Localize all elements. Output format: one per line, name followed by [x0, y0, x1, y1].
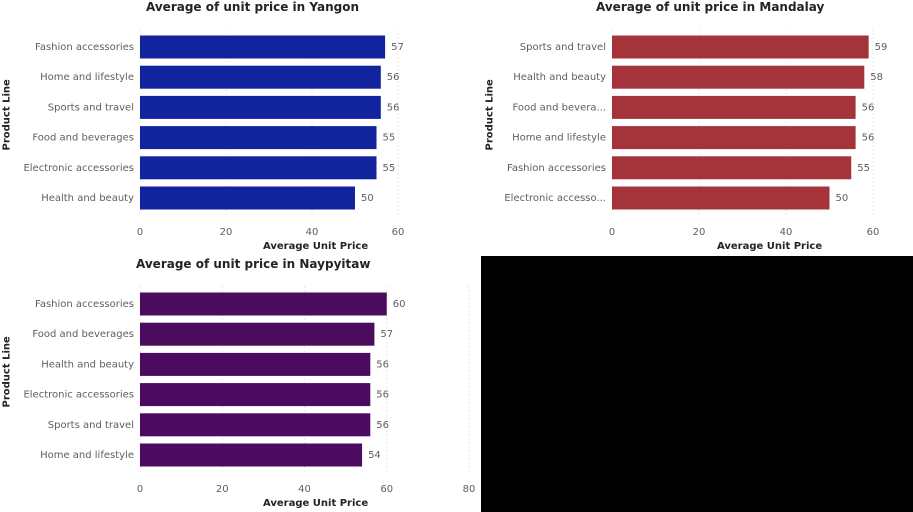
category-label: Health and beauty — [41, 359, 134, 370]
x-tick-label: 40 — [306, 227, 319, 238]
category-label: Food and beverages — [32, 329, 134, 340]
bar — [140, 322, 375, 346]
x-tick-label: 40 — [780, 227, 793, 238]
data-label: 57 — [380, 329, 393, 340]
category-label: Fashion accessories — [35, 42, 134, 53]
data-label: 59 — [875, 42, 888, 53]
data-label: 55 — [383, 163, 396, 174]
bar — [140, 383, 371, 407]
chart-plot: 0 20 40 60 Sports and travel 59 Health and bea… — [504, 29, 888, 238]
bar — [140, 352, 371, 376]
x-tick-label: 0 — [137, 227, 143, 238]
category-label: Food and bevera... — [513, 102, 607, 113]
data-label: 56 — [376, 420, 389, 431]
category-label: Electronic accesso... — [504, 193, 606, 204]
data-label: 57 — [391, 42, 404, 53]
x-tick-label: 60 — [392, 227, 405, 238]
data-label: 56 — [387, 102, 400, 113]
bar — [140, 126, 377, 150]
data-label: 60 — [393, 299, 406, 310]
bar — [140, 156, 377, 180]
chart-title: Average of unit price in Yangon — [146, 0, 359, 14]
category-label: Electronic accessories — [23, 163, 134, 174]
data-label: 56 — [387, 72, 400, 83]
bar — [612, 186, 830, 210]
bar — [140, 186, 355, 210]
data-label: 54 — [368, 450, 381, 461]
x-tick-label: 60 — [380, 484, 393, 495]
category-label: Sports and travel — [520, 42, 606, 53]
data-label: 56 — [862, 102, 875, 113]
x-axis-label: Average Unit Price — [717, 241, 823, 252]
chart-title: Average of unit price in Naypyitaw — [136, 257, 371, 271]
x-tick-label: 40 — [298, 484, 311, 495]
bar — [140, 65, 381, 89]
category-label: Health and beauty — [513, 72, 606, 83]
data-label: 58 — [870, 72, 883, 83]
x-tick-label: 0 — [609, 227, 615, 238]
x-tick-label: 80 — [463, 484, 476, 495]
category-label: Fashion accessories — [35, 299, 134, 310]
category-label: Food and beverages — [32, 133, 134, 144]
data-label: 56 — [376, 359, 389, 370]
data-label: 50 — [361, 193, 374, 204]
category-label: Sports and travel — [48, 420, 134, 431]
chart-plot: 0 20 40 60 80 Fashion accessories 60 Food and b… — [23, 286, 476, 495]
data-label: 56 — [376, 390, 389, 401]
x-tick-label: 0 — [137, 484, 143, 495]
x-tick-label: 20 — [693, 227, 706, 238]
bar — [140, 95, 381, 119]
category-label: Health and beauty — [41, 193, 134, 204]
data-label: 55 — [383, 133, 396, 144]
category-label: Electronic accessories — [23, 390, 134, 401]
data-label: 56 — [862, 133, 875, 144]
bar — [140, 35, 386, 59]
bar — [612, 126, 856, 150]
data-label: 55 — [857, 163, 870, 174]
x-axis-label: Average Unit Price — [263, 498, 369, 509]
bar — [140, 443, 363, 467]
category-label: Fashion accessories — [507, 163, 606, 174]
chart-title: Average of unit price in Mandalay — [596, 0, 825, 14]
bar — [140, 413, 371, 437]
bar — [140, 292, 387, 316]
data-label: 50 — [836, 193, 849, 204]
category-label: Sports and travel — [48, 102, 134, 113]
category-label: Home and lifestyle — [512, 133, 606, 144]
x-tick-label: 20 — [216, 484, 229, 495]
x-axis-label: Average Unit Price — [263, 241, 369, 252]
bar — [612, 35, 869, 59]
bar — [612, 156, 852, 180]
empty-panel — [481, 256, 913, 512]
x-tick-label: 20 — [220, 227, 233, 238]
bar — [612, 95, 856, 119]
x-tick-label: 60 — [867, 227, 880, 238]
chart-plot: 0 20 40 60 Fashion accessories 57 Home and lif… — [23, 29, 405, 238]
category-label: Home and lifestyle — [40, 72, 134, 83]
bar — [612, 65, 865, 89]
category-label: Home and lifestyle — [40, 450, 134, 461]
